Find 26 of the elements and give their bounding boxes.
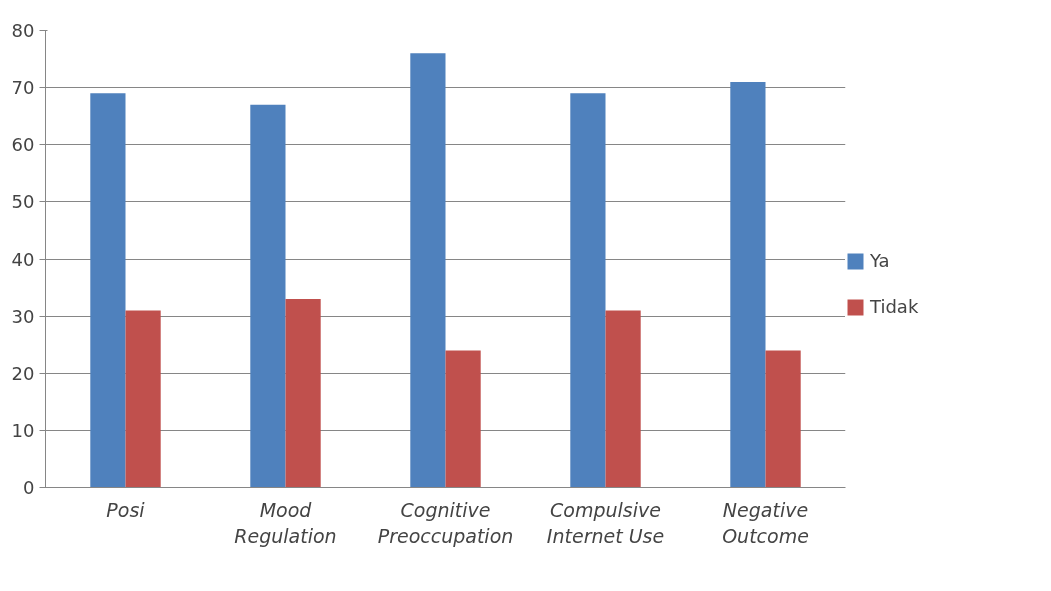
y-tick-label: 70 <box>11 77 35 99</box>
y-tick-label: 80 <box>11 20 35 41</box>
x-tick-label: Negative Outcome <box>722 498 809 547</box>
bar <box>570 93 606 488</box>
x-tick-label: Cognitive Preoccupation <box>377 498 514 547</box>
bar <box>410 53 446 488</box>
bar <box>765 350 801 488</box>
x-tick-label: Compulsive Internet Use <box>546 498 665 547</box>
bar <box>445 350 481 488</box>
y-tick-label: 30 <box>11 305 35 327</box>
y-tick-label: 50 <box>11 191 35 213</box>
bar <box>285 298 321 488</box>
bar <box>125 310 161 488</box>
bar <box>90 93 126 488</box>
y-tick-label: 0 <box>23 477 35 498</box>
bar <box>730 81 766 488</box>
y-tick-label: 10 <box>11 419 35 441</box>
x-tick-label: Posi <box>106 498 146 521</box>
legend-label: Ya <box>870 250 890 271</box>
y-tick-label: 60 <box>11 134 35 156</box>
bar <box>605 310 641 488</box>
legend-label: Tidak <box>870 296 919 317</box>
bar <box>250 104 286 488</box>
y-tick-label: 40 <box>11 248 35 270</box>
x-tick-label: Mood Regulation <box>234 498 337 547</box>
y-tick-label: 20 <box>11 362 35 384</box>
